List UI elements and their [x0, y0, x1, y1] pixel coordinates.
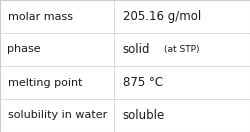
Text: solid: solid: [122, 43, 150, 56]
Text: (at STP): (at STP): [164, 45, 199, 54]
Text: solubility in water: solubility in water: [8, 110, 107, 121]
Text: phase: phase: [8, 44, 41, 55]
Text: molar mass: molar mass: [8, 11, 72, 22]
Text: melting point: melting point: [8, 77, 82, 88]
Text: soluble: soluble: [122, 109, 165, 122]
Text: 205.16 g/mol: 205.16 g/mol: [122, 10, 201, 23]
Text: 875 °C: 875 °C: [122, 76, 162, 89]
